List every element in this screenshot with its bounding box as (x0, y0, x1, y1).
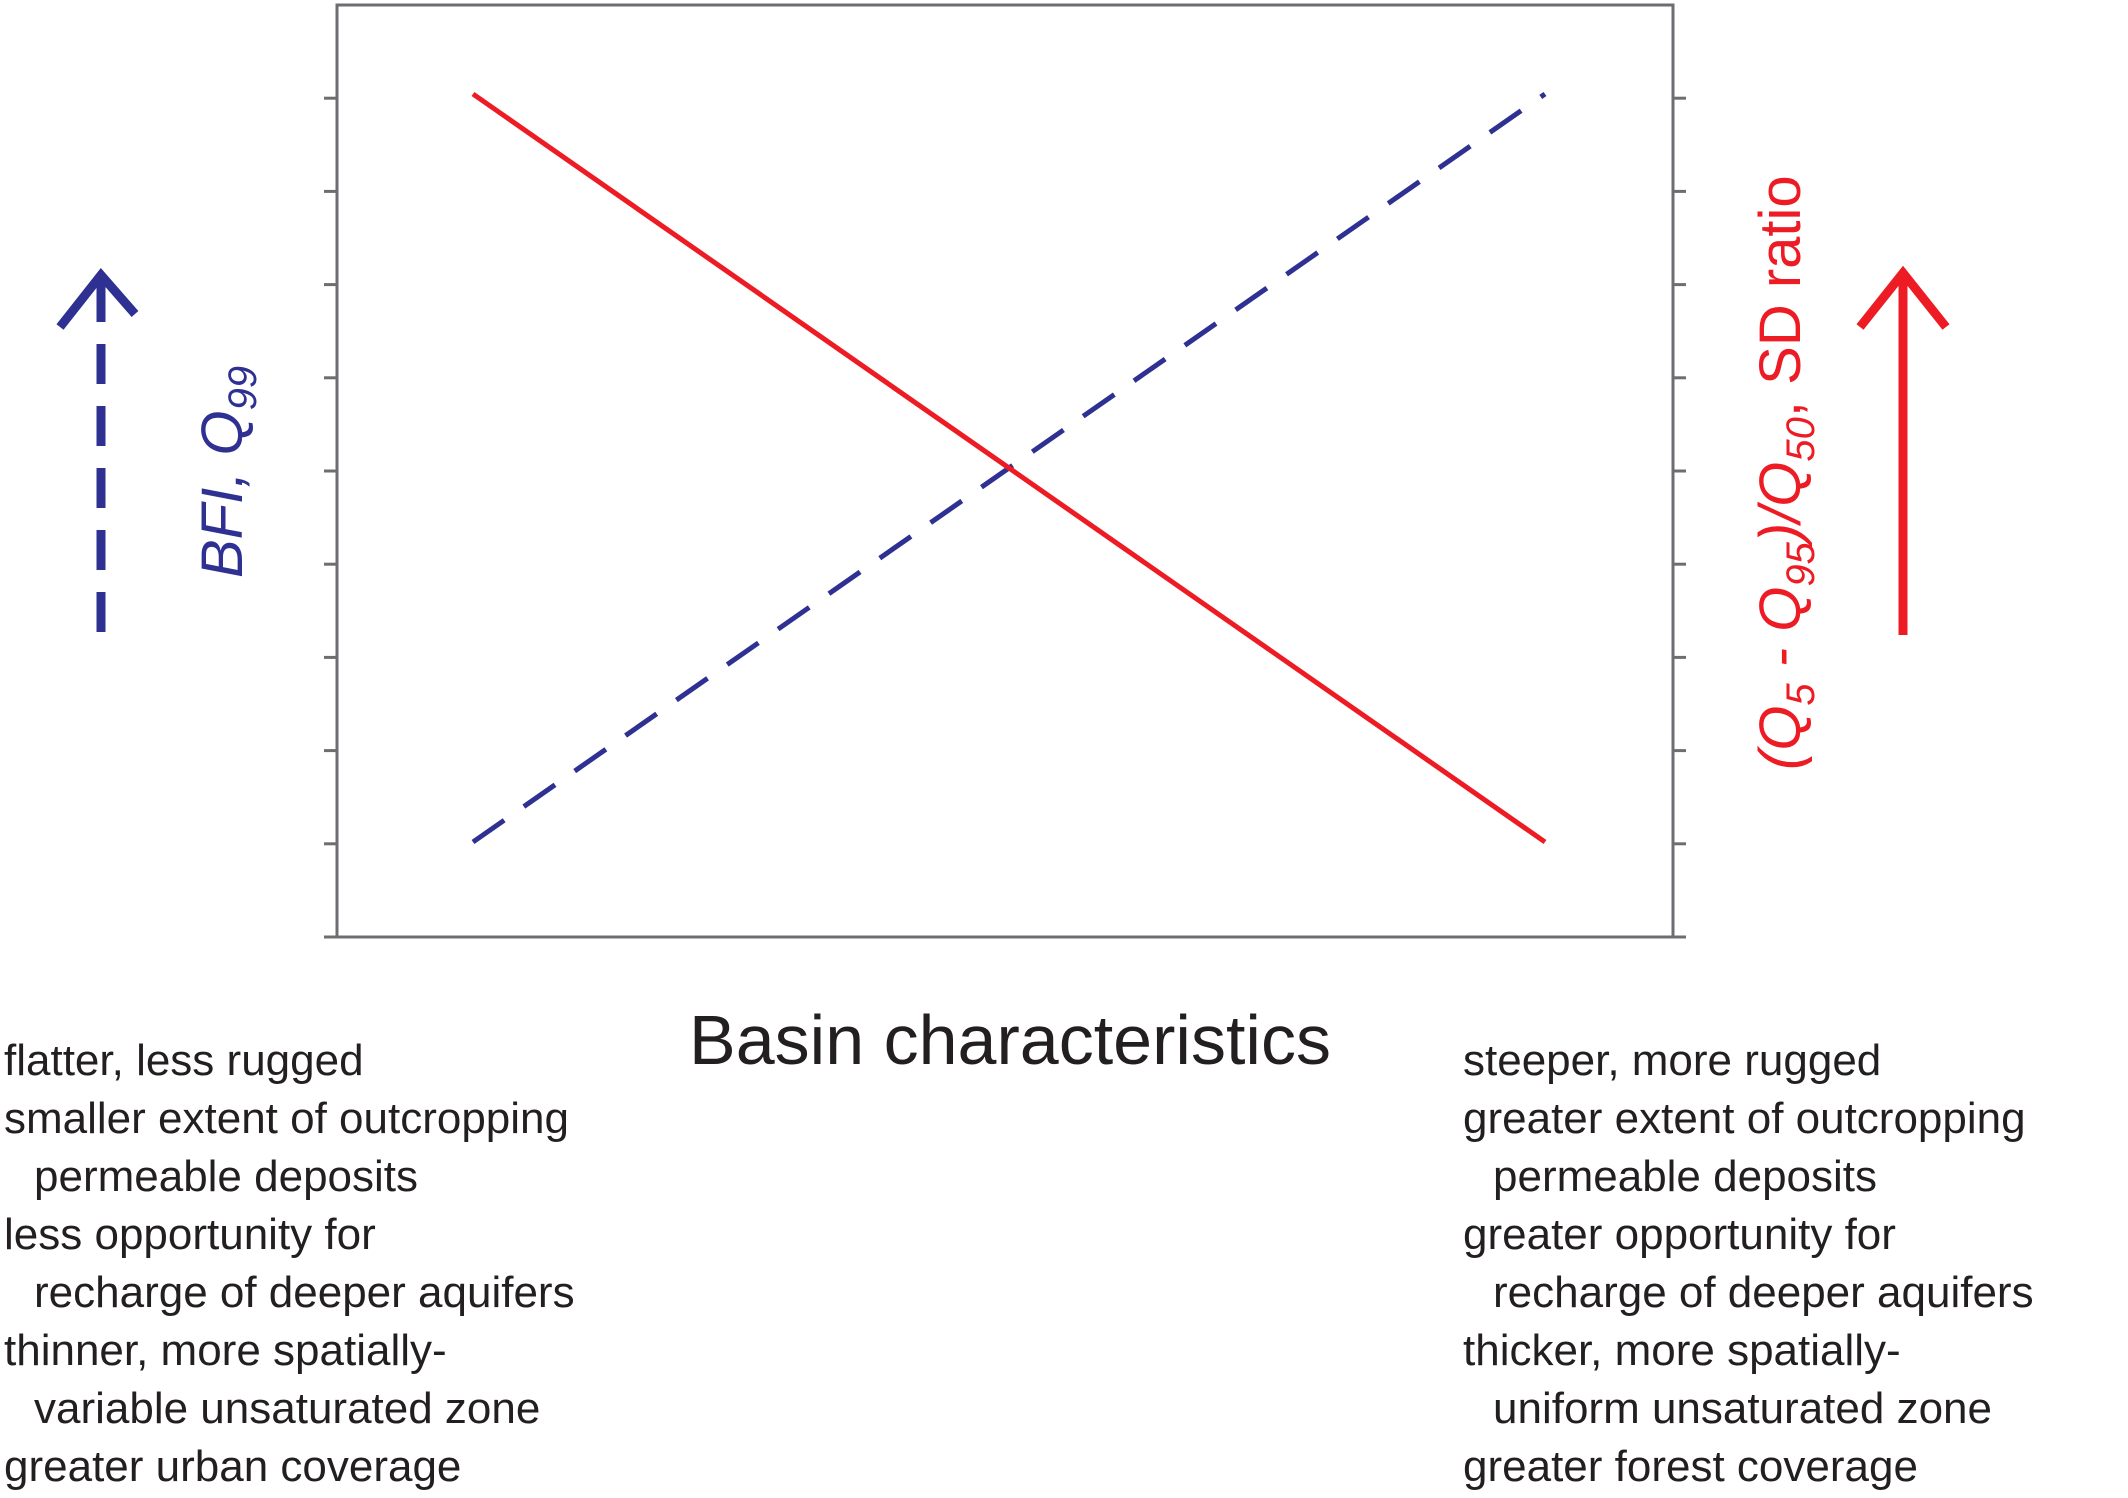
left-axis-label-main: BFI, Q (190, 410, 255, 578)
right-arrow-head (1856, 265, 1950, 330)
right_characteristics-item: permeable deposits (1493, 1152, 1878, 1201)
right-axis-ticks (1673, 96, 1686, 939)
right-label-sub-5: 5 (1779, 683, 1823, 706)
left-axis-arrow (56, 267, 139, 632)
left_characteristics-item: smaller extent of outcropping (4, 1094, 569, 1143)
right-label-minus-q95: - Q (1748, 587, 1813, 684)
left_characteristics-item: less opportunity for (4, 1210, 376, 1259)
left_characteristics-item: thinner, more spatially- (4, 1326, 447, 1375)
left-axis-ticks (324, 96, 337, 939)
right_characteristics-item: thicker, more spatially- (1463, 1326, 1901, 1375)
left-axis-label: BFI, Q99 (190, 366, 265, 578)
left_characteristics-item: permeable deposits (34, 1152, 419, 1201)
left-axis-label-subscript: 99 (221, 366, 265, 411)
right_characteristics-item: greater forest coverage (1463, 1442, 1918, 1491)
right_characteristics-item: steeper, more rugged (1463, 1036, 1882, 1085)
right_characteristics-item: recharge of deeper aquifers (1493, 1268, 2034, 1317)
left_characteristics-item: recharge of deeper aquifers (34, 1268, 575, 1317)
right-label-open-q5: (Q (1748, 706, 1813, 770)
left_characteristics-item: flatter, less rugged (4, 1036, 364, 1085)
red-solid-trend-line (471, 91, 1547, 845)
left_characteristics-item: greater urban coverage (4, 1442, 462, 1491)
right-label-sub-95: 95 (1779, 541, 1823, 586)
series-layer (471, 91, 1547, 845)
left-arrow-head (56, 267, 139, 330)
left_characteristics-item: variable unsaturated zone (34, 1384, 541, 1433)
right-label-sd-ratio: , SD ratio (1748, 175, 1813, 417)
right-axis-arrow (1856, 265, 1950, 635)
right-axis-label: (Q5 - Q95)/Q50, SD ratio (1748, 175, 1823, 770)
right-label-over-q50: )/Q (1748, 462, 1813, 549)
right_characteristics-item: greater extent of outcropping (1463, 1094, 2026, 1143)
right-characteristics-list: steeper, more rugged greater extent of ou… (1463, 1032, 2034, 1496)
x-axis-title: Basin characteristics (689, 1001, 1331, 1079)
left-characteristics-list: flatter, less rugged smaller extent of ou… (4, 1032, 575, 1496)
right_characteristics-item: uniform unsaturated zone (1493, 1384, 1992, 1433)
right-label-sub-50: 50 (1779, 417, 1823, 462)
right_characteristics-item: greater opportunity for (1463, 1210, 1896, 1259)
